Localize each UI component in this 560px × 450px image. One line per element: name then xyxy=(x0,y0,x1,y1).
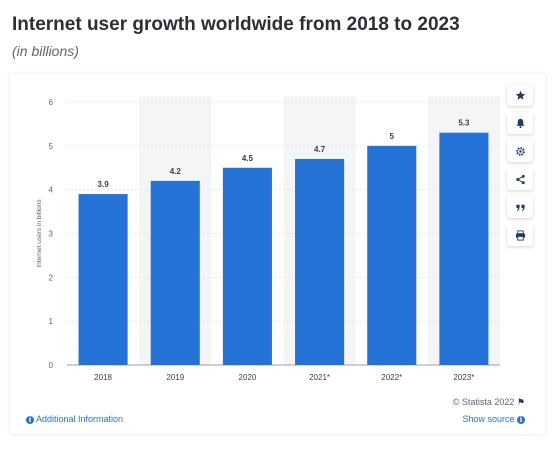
flag-icon: ⚑ xyxy=(516,397,525,407)
star-icon xyxy=(515,90,525,100)
data-label: 4.5 xyxy=(242,154,254,163)
gear-icon xyxy=(515,146,525,156)
y-tick-label: 5 xyxy=(49,142,54,151)
data-label: 5.3 xyxy=(458,119,470,128)
y-tick-label: 2 xyxy=(49,273,54,282)
bar xyxy=(367,145,417,365)
y-tick-label: 1 xyxy=(49,317,54,326)
x-tick-label: 2018 xyxy=(94,373,112,382)
y-tick-label: 3 xyxy=(49,230,54,239)
print-button[interactable] xyxy=(507,224,533,246)
page-title: Internet user growth worldwide from 2018… xyxy=(12,14,460,35)
info-icon: i xyxy=(517,416,525,424)
y-tick-label: 6 xyxy=(49,98,54,107)
bar xyxy=(222,167,272,365)
bar xyxy=(439,132,489,365)
notification-button[interactable] xyxy=(507,112,533,134)
bar xyxy=(78,194,128,365)
x-tick-label: 2021* xyxy=(309,373,330,382)
y-tick-label: 4 xyxy=(49,186,54,195)
y-tick-label: 0 xyxy=(49,361,54,370)
bell-icon xyxy=(516,118,524,128)
data-label: 5 xyxy=(390,132,395,141)
show-source-link[interactable]: Show source i xyxy=(462,414,525,424)
y-axis-title: Internet users in billions xyxy=(36,199,43,268)
additional-info-link[interactable]: i Additional Information xyxy=(26,414,123,424)
bar xyxy=(150,180,200,365)
settings-button[interactable] xyxy=(507,140,533,162)
page-subtitle: (in billions) xyxy=(12,43,79,59)
x-tick-label: 2019 xyxy=(166,373,184,382)
bar xyxy=(295,158,345,365)
x-tick-label: 2020 xyxy=(239,373,257,382)
show-source-label: Show source xyxy=(462,414,515,424)
data-label: 4.7 xyxy=(314,145,326,154)
chart-card: 0 1 2 3 4 5 6 Internet users in billions 3.9 2018… xyxy=(10,74,545,434)
favorite-button[interactable] xyxy=(507,84,533,106)
data-label: 4.2 xyxy=(170,167,182,176)
data-label: 3.9 xyxy=(98,180,110,189)
additional-info-label: Additional Information xyxy=(36,414,124,424)
quote-icon xyxy=(515,204,525,211)
info-icon: i xyxy=(26,416,34,424)
print-icon xyxy=(515,229,525,241)
x-tick-label: 2022* xyxy=(381,373,402,382)
x-tick-label: 2023* xyxy=(453,373,474,382)
share-icon xyxy=(515,174,525,184)
share-button[interactable] xyxy=(507,168,533,190)
bar-chart: 0 1 2 3 4 5 6 Internet users in billions 3.9 2018… xyxy=(36,96,500,382)
credit-text: © Statista 2022 xyxy=(452,397,515,407)
cite-button[interactable] xyxy=(507,196,533,218)
chart-toolbar xyxy=(507,84,537,252)
statista-credit: © Statista 2022 ⚑ xyxy=(453,397,525,408)
